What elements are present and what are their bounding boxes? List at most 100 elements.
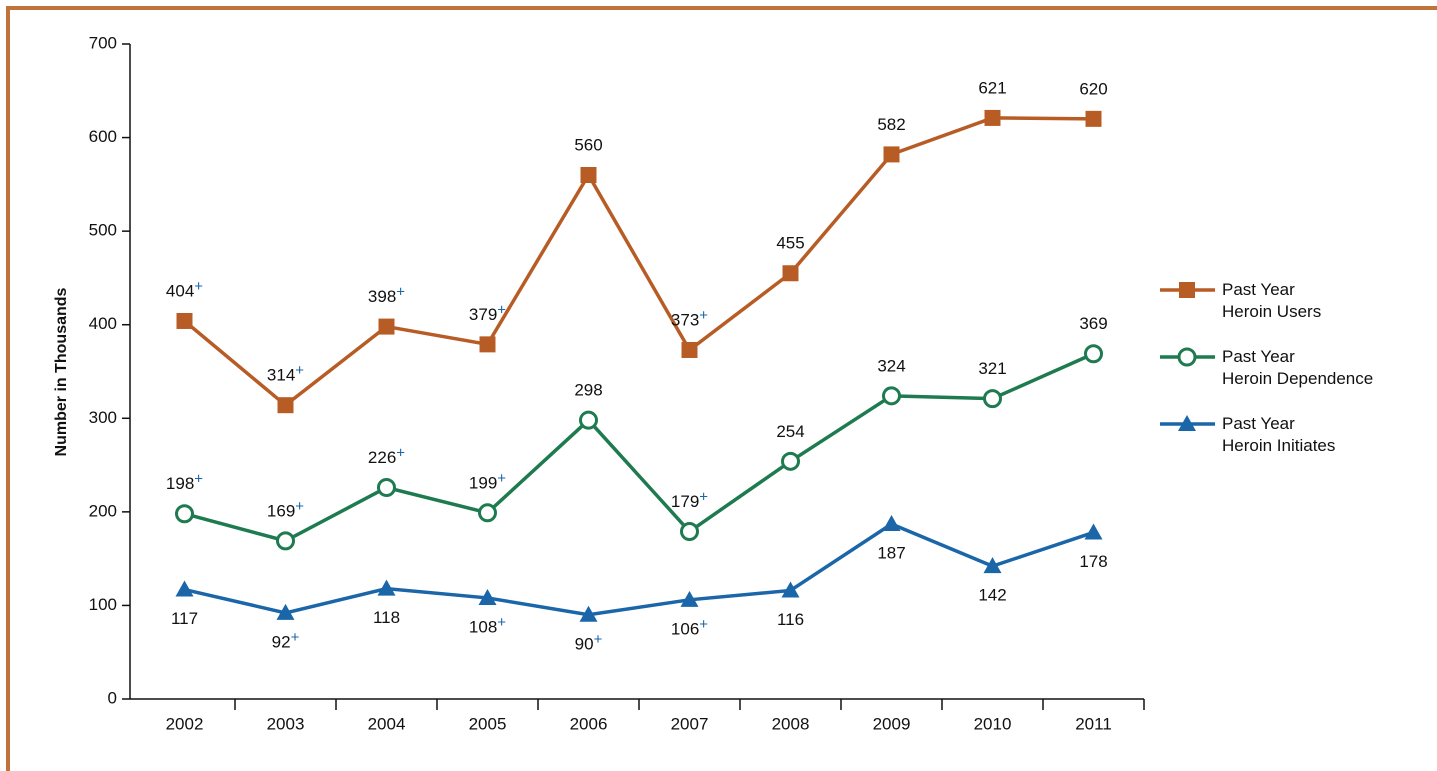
significance-mark: + <box>194 278 203 295</box>
marker <box>781 451 800 471</box>
marker <box>175 504 194 524</box>
legend-label: Past Year Heroin Dependence <box>1222 347 1374 388</box>
value-label: 560 <box>574 135 602 154</box>
x-tick-label: 2004 <box>368 714 406 733</box>
marker <box>882 386 901 406</box>
marker <box>681 341 698 358</box>
significance-mark: + <box>699 616 708 633</box>
y-tick-label: 100 <box>89 595 117 614</box>
value-label: 108+ <box>469 614 506 637</box>
legend-label: Past Year Heroin Initiates <box>1222 414 1336 455</box>
value-label: 142 <box>978 586 1006 605</box>
marker <box>680 590 699 607</box>
x-tick-label: 2002 <box>166 714 204 733</box>
significance-mark: + <box>291 629 300 646</box>
y-tick-label: 700 <box>89 33 117 52</box>
marker <box>1084 523 1103 540</box>
x-tick-label: 2005 <box>469 714 507 733</box>
significance-mark: + <box>497 470 506 487</box>
value-label: 90+ <box>575 631 603 654</box>
y-tick-label: 600 <box>89 127 117 146</box>
marker <box>781 581 800 598</box>
significance-mark: + <box>396 284 405 301</box>
marker <box>579 605 598 622</box>
significance-mark: + <box>594 631 603 648</box>
marker <box>276 603 295 620</box>
marker <box>175 580 194 597</box>
marker <box>277 397 294 414</box>
value-label: 198+ <box>166 471 203 494</box>
value-label: 455 <box>776 234 804 253</box>
significance-mark: + <box>295 498 304 515</box>
x-tick-label: 2007 <box>671 714 709 733</box>
value-label: 226+ <box>368 444 405 467</box>
marker <box>580 167 597 183</box>
y-tick-label: 400 <box>89 314 117 333</box>
value-label: 169+ <box>267 498 304 521</box>
significance-mark: + <box>396 444 405 461</box>
marker <box>478 588 497 605</box>
x-tick-label: 2009 <box>873 714 911 733</box>
significance-mark: + <box>497 301 506 318</box>
marker <box>1084 344 1103 364</box>
value-label: 116 <box>777 610 804 629</box>
significance-mark: + <box>497 614 506 631</box>
value-label: 178 <box>1079 552 1107 571</box>
value-label: 621 <box>978 78 1006 97</box>
significance-mark: + <box>699 488 708 505</box>
significance-mark: + <box>699 307 708 324</box>
marker <box>378 318 395 335</box>
value-label: 254 <box>776 422 804 441</box>
x-tick-label: 2011 <box>1075 714 1112 733</box>
y-tick-label: 500 <box>89 221 117 240</box>
value-label: 92+ <box>272 629 300 652</box>
marker <box>882 515 901 532</box>
series-line <box>183 116 1094 408</box>
x-tick-label: 2010 <box>974 714 1012 733</box>
marker <box>377 579 396 596</box>
value-label: 324 <box>877 356 905 375</box>
marker <box>579 410 598 430</box>
value-label: 118 <box>373 608 400 627</box>
marker <box>479 336 496 353</box>
marker <box>782 265 799 282</box>
marker <box>276 531 295 551</box>
y-axis-label: Number in Thousands <box>53 287 70 456</box>
marker <box>377 478 396 498</box>
value-label: 398+ <box>368 284 405 307</box>
marker <box>883 146 900 163</box>
value-label: 321 <box>978 359 1006 378</box>
series-line <box>184 352 1095 543</box>
value-label: 106+ <box>671 616 708 639</box>
value-label: 369 <box>1079 314 1107 333</box>
value-label: 117 <box>171 609 198 628</box>
value-label: 620 <box>1079 79 1107 98</box>
x-tick-label: 2006 <box>570 714 608 733</box>
significance-mark: + <box>295 362 304 379</box>
x-tick-label: 2003 <box>267 714 305 733</box>
marker <box>680 522 699 542</box>
marker <box>983 557 1002 574</box>
value-label: 404+ <box>166 278 203 301</box>
y-tick-label: 300 <box>89 408 117 427</box>
x-tick-label: 2008 <box>772 714 810 733</box>
marker <box>176 312 193 329</box>
marker <box>1179 282 1195 298</box>
y-tick-label: 0 <box>108 688 117 707</box>
value-label: 298 <box>574 381 602 400</box>
value-label: 187 <box>877 544 905 563</box>
value-label: 582 <box>877 115 905 134</box>
legend-label: Past Year Heroin Users <box>1222 280 1322 321</box>
marker <box>1085 110 1102 127</box>
series-line <box>184 522 1095 617</box>
value-label: 179+ <box>671 488 708 511</box>
frame <box>6 6 1437 771</box>
marker <box>983 389 1002 409</box>
y-tick-label: 200 <box>89 501 117 520</box>
value-label: 379+ <box>469 301 506 324</box>
value-label: 199+ <box>469 470 506 493</box>
value-label: 373+ <box>671 307 708 330</box>
marker <box>478 503 497 523</box>
